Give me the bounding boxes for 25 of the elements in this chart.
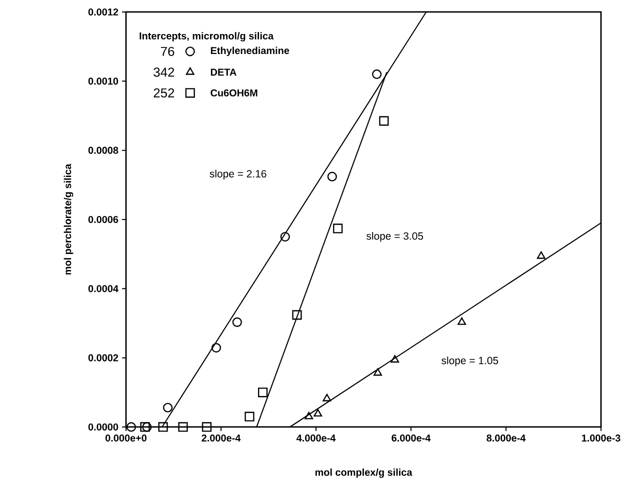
x-tick-label: 8.000e-4: [486, 434, 526, 442]
y-tick-label: 0.0012: [88, 8, 118, 16]
y-axis-title: mol perchlorate/g silica: [64, 164, 74, 274]
x-tick-label: 4.000e-4: [296, 434, 336, 442]
y-tick-label: 0.0006: [88, 216, 118, 224]
x-tick-label: 0.000e+0: [105, 434, 147, 442]
annotation: 76: [161, 46, 174, 56]
y-tick-label: 0.0002: [88, 354, 118, 362]
annotation: 252: [154, 88, 174, 98]
x-tick-label: 6.000e-4: [392, 434, 431, 442]
x-axis-title: mol complex/g silica: [315, 468, 412, 478]
y-tick-label: 0.0010: [88, 78, 118, 85]
legend-label: Ethylenediamine: [210, 46, 290, 56]
y-tick-label: 0.0008: [88, 146, 118, 154]
y-tick-label: 0.0000: [88, 423, 118, 431]
legend-label: Cu6OH6M: [210, 89, 258, 96]
legend-title: Intercepts, micromol/g silica: [140, 32, 274, 42]
annotation: slope = 1.05: [442, 356, 498, 366]
annotation: slope = 3.05: [366, 232, 424, 242]
x-tick-label: 1.000e-3: [582, 434, 620, 442]
legend-label: DETA: [210, 68, 236, 76]
annotation: slope = 2.16: [210, 170, 266, 180]
annotation: 342: [154, 68, 174, 77]
x-tick-label: 2.000e-4: [202, 434, 241, 442]
y-tick-label: 0.0004: [88, 285, 118, 292]
